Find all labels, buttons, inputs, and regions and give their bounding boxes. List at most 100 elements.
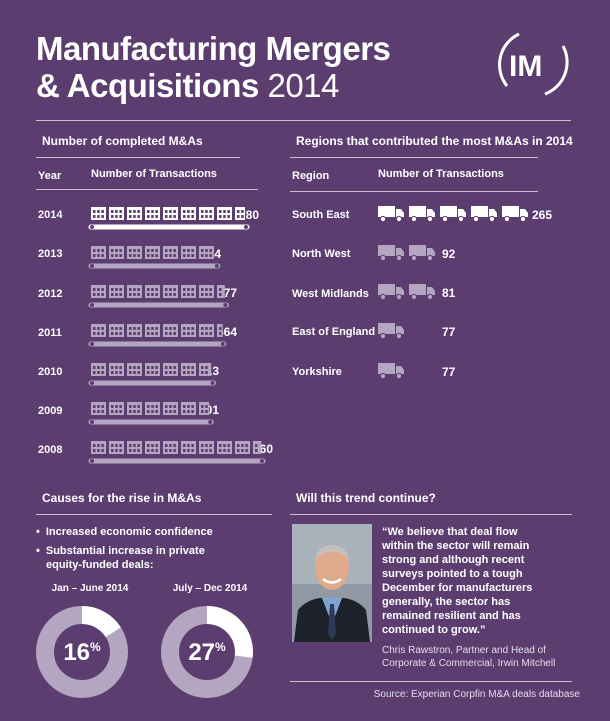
year-label: 2010 [38, 366, 63, 378]
factory-icon [181, 246, 196, 259]
factory-icon [199, 324, 214, 337]
factory-icon [163, 207, 178, 220]
source-rule [290, 681, 572, 682]
factory-icon [127, 363, 142, 376]
factory-icon [199, 402, 210, 415]
trend-title-rule [290, 514, 572, 515]
factory-icon [163, 402, 178, 415]
factory-icon [109, 324, 124, 337]
title-year: 2014 [267, 67, 339, 104]
factory-icon [145, 246, 160, 259]
factory-icon [181, 363, 196, 376]
factory-icon [91, 324, 106, 337]
region-value: 92 [442, 247, 456, 261]
factory-icon [181, 207, 196, 220]
factory-icon [109, 207, 124, 220]
factory-icon [163, 246, 178, 259]
cause-bullet: Substantial increase in private [36, 544, 205, 558]
year-pipe [88, 263, 221, 269]
region-label: West Midlands [292, 288, 369, 300]
quote-line: generally, the sector has [382, 596, 511, 608]
factory-icon [109, 363, 124, 376]
region-bar [378, 206, 528, 223]
truck-icon [378, 245, 404, 262]
factory-icon [145, 402, 160, 415]
donut-chart [161, 606, 253, 698]
truck-icon [378, 206, 404, 223]
year-label: 2009 [38, 405, 63, 417]
year-bar [88, 246, 221, 269]
year-label: 2013 [38, 248, 63, 260]
source-note: Source: Experian Corpfin M&A deals datab… [373, 689, 580, 700]
truck-icon [409, 245, 435, 262]
truck-icon [502, 206, 528, 223]
causes-title: Causes for the rise in M&As [42, 491, 202, 505]
region-transactions-header: Number of Transactions [378, 168, 504, 180]
factory-icon [127, 324, 142, 337]
mna-section-title: Number of completed M&As [42, 134, 203, 148]
region-bar [378, 245, 435, 262]
factory-icon [145, 363, 160, 376]
factory-icon [181, 402, 196, 415]
factory-icon [199, 285, 214, 298]
region-label: East of England [292, 326, 376, 338]
donut-percent-h2: 27% [188, 639, 226, 666]
year-column-header: Year [38, 170, 62, 182]
region-value: 81 [442, 286, 456, 300]
factory-icon [127, 285, 142, 298]
mna-header-rule [36, 189, 258, 190]
year-bar [88, 285, 229, 308]
factory-icon [91, 441, 106, 454]
truck-icon [440, 206, 466, 223]
quote-line: December for manufacturers [382, 582, 533, 594]
year-bar [88, 441, 266, 464]
region-header-rule [290, 191, 538, 192]
factory-icon [253, 441, 262, 454]
attribution-line: Corporate & Commercial, Irwin Mitchell [382, 658, 556, 669]
page-title: Manufacturing Mergers & Acquisitions 201… [36, 30, 391, 104]
region-bar [378, 323, 404, 340]
factory-icon [181, 285, 196, 298]
quote-line: strong and although recent [382, 554, 525, 566]
factory-icon [199, 441, 214, 454]
year-pipe [88, 380, 217, 386]
factory-icon [163, 363, 178, 376]
factory-icon [145, 285, 160, 298]
title-divider [36, 120, 571, 121]
donut-title-h2: July – Dec 2014 [172, 583, 248, 594]
factory-icon [181, 441, 196, 454]
year-label: 2012 [38, 288, 63, 300]
quote-line: continued to grow.” [382, 624, 486, 636]
factory-icon [217, 441, 232, 454]
factory-icon [109, 441, 124, 454]
cause-bullet: Increased economic confidence [36, 525, 213, 539]
factory-icon [199, 363, 212, 376]
year-bar [88, 363, 217, 386]
factory-icon [199, 207, 214, 220]
factory-icon [235, 207, 245, 220]
donut-title-h1: Jan – June 2014 [51, 583, 129, 594]
truck-icon [378, 323, 404, 340]
truck-icon [409, 206, 435, 223]
year-pipe [88, 458, 266, 464]
quote-line: remained resilient and has [382, 610, 521, 622]
factory-icon [217, 207, 232, 220]
quote-line: within the sector will remain [382, 540, 530, 552]
factory-icon [127, 246, 142, 259]
factory-icon [181, 324, 196, 337]
title-line-2: & Acquisitions [36, 67, 259, 104]
year-label: 2011 [38, 327, 62, 339]
factory-icon [163, 441, 178, 454]
regions-title-rule [290, 157, 538, 158]
factory-icon [145, 207, 160, 220]
region-label: Yorkshire [292, 366, 342, 378]
trend-quote: “We believe that deal flow within the se… [382, 525, 592, 637]
region-column-header: Region [292, 170, 330, 182]
quote-attribution: Chris Rawstron, Partner and Head of Corp… [382, 644, 582, 670]
year-pipe [88, 224, 250, 230]
region-label: North West [292, 248, 351, 260]
causes-title-rule [36, 514, 272, 515]
factory-icon [199, 246, 214, 259]
year-bar [88, 402, 214, 425]
